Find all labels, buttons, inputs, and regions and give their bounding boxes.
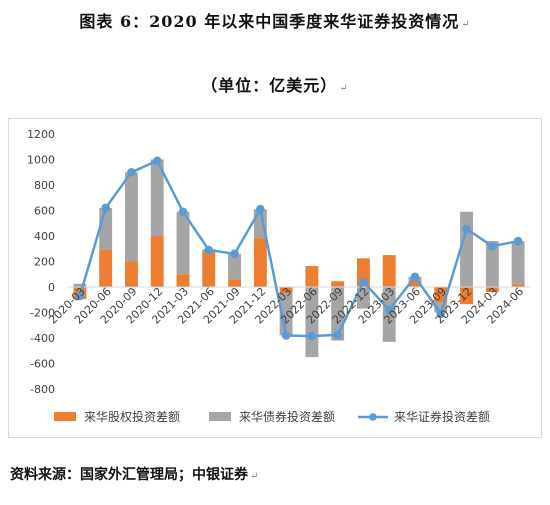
bar <box>485 287 499 293</box>
y-tick-label: -400 <box>30 332 55 345</box>
chart-svg: -800-600-400-200020040060080010001200202… <box>27 128 531 424</box>
bar <box>125 172 138 262</box>
line-point <box>513 236 523 246</box>
paragraph-mark: ↵ <box>461 19 471 30</box>
bar <box>253 238 267 287</box>
line-point <box>462 224 471 234</box>
y-tick-label: -600 <box>30 358 55 371</box>
legend-swatch <box>54 412 76 421</box>
line-point <box>230 249 239 259</box>
source-note: 资料来源：国家外汇管理局；中银证券 ↵ <box>10 464 258 484</box>
bar <box>176 211 190 275</box>
line-point <box>204 245 214 255</box>
bar <box>331 281 345 287</box>
line-point <box>488 241 497 251</box>
y-tick-label: -800 <box>30 383 55 396</box>
bar <box>408 280 422 287</box>
bar <box>382 255 396 287</box>
chart-title: 图表 6：2020 年以来中国季度来华证券投资情况 ↵ <box>0 8 550 32</box>
chart-subtitle-text: （单位：亿美元） <box>201 76 338 95</box>
y-tick-label: 1000 <box>27 154 55 167</box>
series-line <box>78 159 519 338</box>
bar <box>99 250 113 287</box>
bar <box>305 287 319 358</box>
y-tick-label: 200 <box>34 256 55 269</box>
bar <box>305 265 319 287</box>
legend-swatch <box>209 412 231 421</box>
line-point <box>101 203 110 213</box>
line-point <box>256 204 265 214</box>
y-tick-label: 1200 <box>27 128 55 141</box>
line-point <box>333 330 342 340</box>
bar <box>125 261 138 287</box>
bar <box>460 211 473 287</box>
line-point <box>178 207 188 217</box>
source-note-text: 资料来源：国家外汇管理局；中银证券 <box>10 467 248 483</box>
line-point <box>75 291 85 301</box>
bar <box>150 236 164 287</box>
bar <box>434 287 448 303</box>
bar <box>279 287 293 294</box>
legend-label: 来华证券投资差额 <box>394 409 490 424</box>
line-point <box>436 309 446 319</box>
bar <box>202 251 216 287</box>
bar <box>357 287 370 309</box>
legend-swatch <box>369 413 377 421</box>
line-point <box>410 272 420 282</box>
line-point <box>384 305 394 315</box>
y-tick-label: -200 <box>30 307 55 320</box>
y-tick-label: 0 <box>48 281 55 294</box>
paragraph-mark: ↵ <box>250 471 259 482</box>
bar <box>511 284 525 287</box>
bar <box>150 159 164 236</box>
bar <box>485 241 499 287</box>
paragraph-mark: ↵ <box>339 83 349 94</box>
legend-label: 来华债券投资差额 <box>239 409 335 424</box>
line-point <box>359 277 368 287</box>
bar <box>73 283 87 287</box>
line-point <box>307 331 317 341</box>
y-tick-label: 800 <box>34 179 55 192</box>
bar <box>99 207 113 251</box>
y-tick-label: 400 <box>34 230 55 243</box>
line-point <box>152 156 162 166</box>
bar <box>382 287 396 342</box>
line-point <box>127 167 136 177</box>
bar <box>176 274 190 287</box>
y-tick-label: 600 <box>34 205 55 218</box>
line-point <box>281 331 291 340</box>
bar <box>434 302 448 313</box>
bar <box>228 253 241 280</box>
chart-frame: -800 -600 -400 -200 0 200 400 600 800 1000 1200 202… <box>8 118 542 438</box>
bar <box>228 279 241 287</box>
chart-subtitle: （单位：亿美元） ↵ <box>0 72 550 96</box>
legend-label: 来华股权投资差额 <box>84 409 180 424</box>
bar <box>511 241 525 285</box>
chart-title-text: 图表 6：2020 年以来中国季度来华证券投资情况 <box>79 12 460 31</box>
bar <box>460 287 473 305</box>
